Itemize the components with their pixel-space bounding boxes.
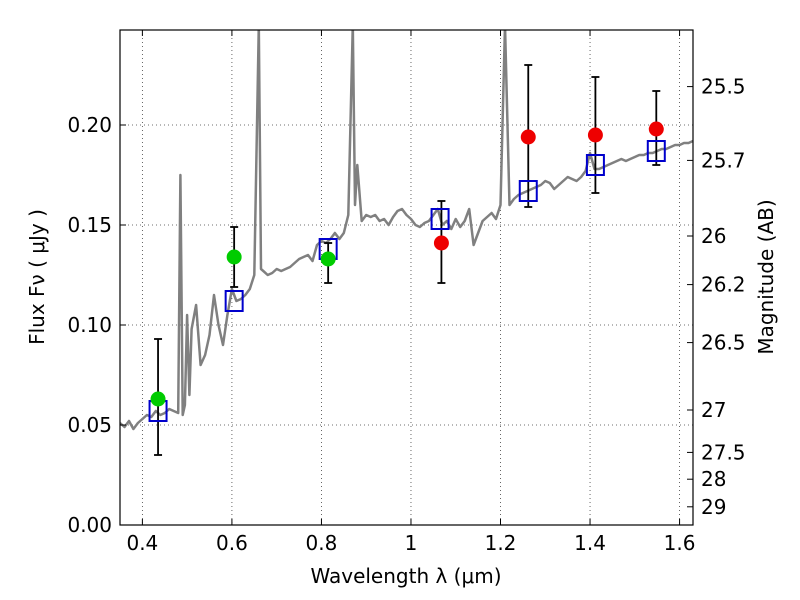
y-tick-label: 0.10 <box>67 313 112 337</box>
model-point-square <box>646 140 666 162</box>
y2-tick-label: 25.5 <box>701 75 746 99</box>
x-tick-label: 0.4 <box>126 531 158 555</box>
data-layer <box>120 30 693 456</box>
tick-layer: 0.4 0.6 0.8 1 1.2 1.4 1.6 0.00 0.05 0.10 0.15 0.20 2… <box>67 30 746 555</box>
plot-area <box>120 30 693 525</box>
model-point-square <box>518 180 538 202</box>
model-spectrum-line <box>120 30 693 431</box>
y2-tick-label: 25.7 <box>701 148 746 172</box>
x-tick-label: 1.6 <box>664 531 696 555</box>
y-axis-label: Flux Fν ( μJy ) <box>25 209 49 345</box>
green-data-point <box>320 251 336 267</box>
plot-frame <box>119 29 694 526</box>
model-point-square <box>224 290 244 312</box>
grid-lines <box>120 30 693 525</box>
red-data-point <box>433 235 449 251</box>
y2-tick-label: 26.2 <box>701 273 746 297</box>
model-point-square <box>585 154 605 176</box>
y2-axis-label: Magnitude (AB) <box>754 199 778 354</box>
red-data-point <box>648 121 664 137</box>
red-data-point <box>520 129 536 145</box>
red-data-point <box>587 127 603 143</box>
series-group <box>120 30 693 456</box>
x-tick-label: 1.2 <box>485 531 517 555</box>
y-tick-label: 0.20 <box>67 113 112 137</box>
y2-tick-label: 28 <box>701 467 726 491</box>
y2-tick-label: 26.5 <box>701 331 746 355</box>
green-data-point <box>226 249 242 265</box>
x-tick-label: 0.6 <box>216 531 248 555</box>
model-point-square <box>430 208 450 230</box>
y-tick-label: 0.00 <box>67 513 112 537</box>
x-tick-label: 1 <box>405 531 418 555</box>
y-tick-label: 0.05 <box>67 413 112 437</box>
y2-tick-label: 26 <box>701 224 726 248</box>
y2-tick-label: 27.5 <box>701 440 746 464</box>
x-tick-label: 0.8 <box>306 531 338 555</box>
y-tick-label: 0.15 <box>67 213 112 237</box>
x-axis-label: Wavelength λ (μm) <box>310 564 501 588</box>
x-tick-label: 1.4 <box>574 531 606 555</box>
green-data-point <box>150 391 166 407</box>
y2-tick-label: 29 <box>701 495 726 519</box>
y2-tick-label: 27 <box>701 398 726 422</box>
